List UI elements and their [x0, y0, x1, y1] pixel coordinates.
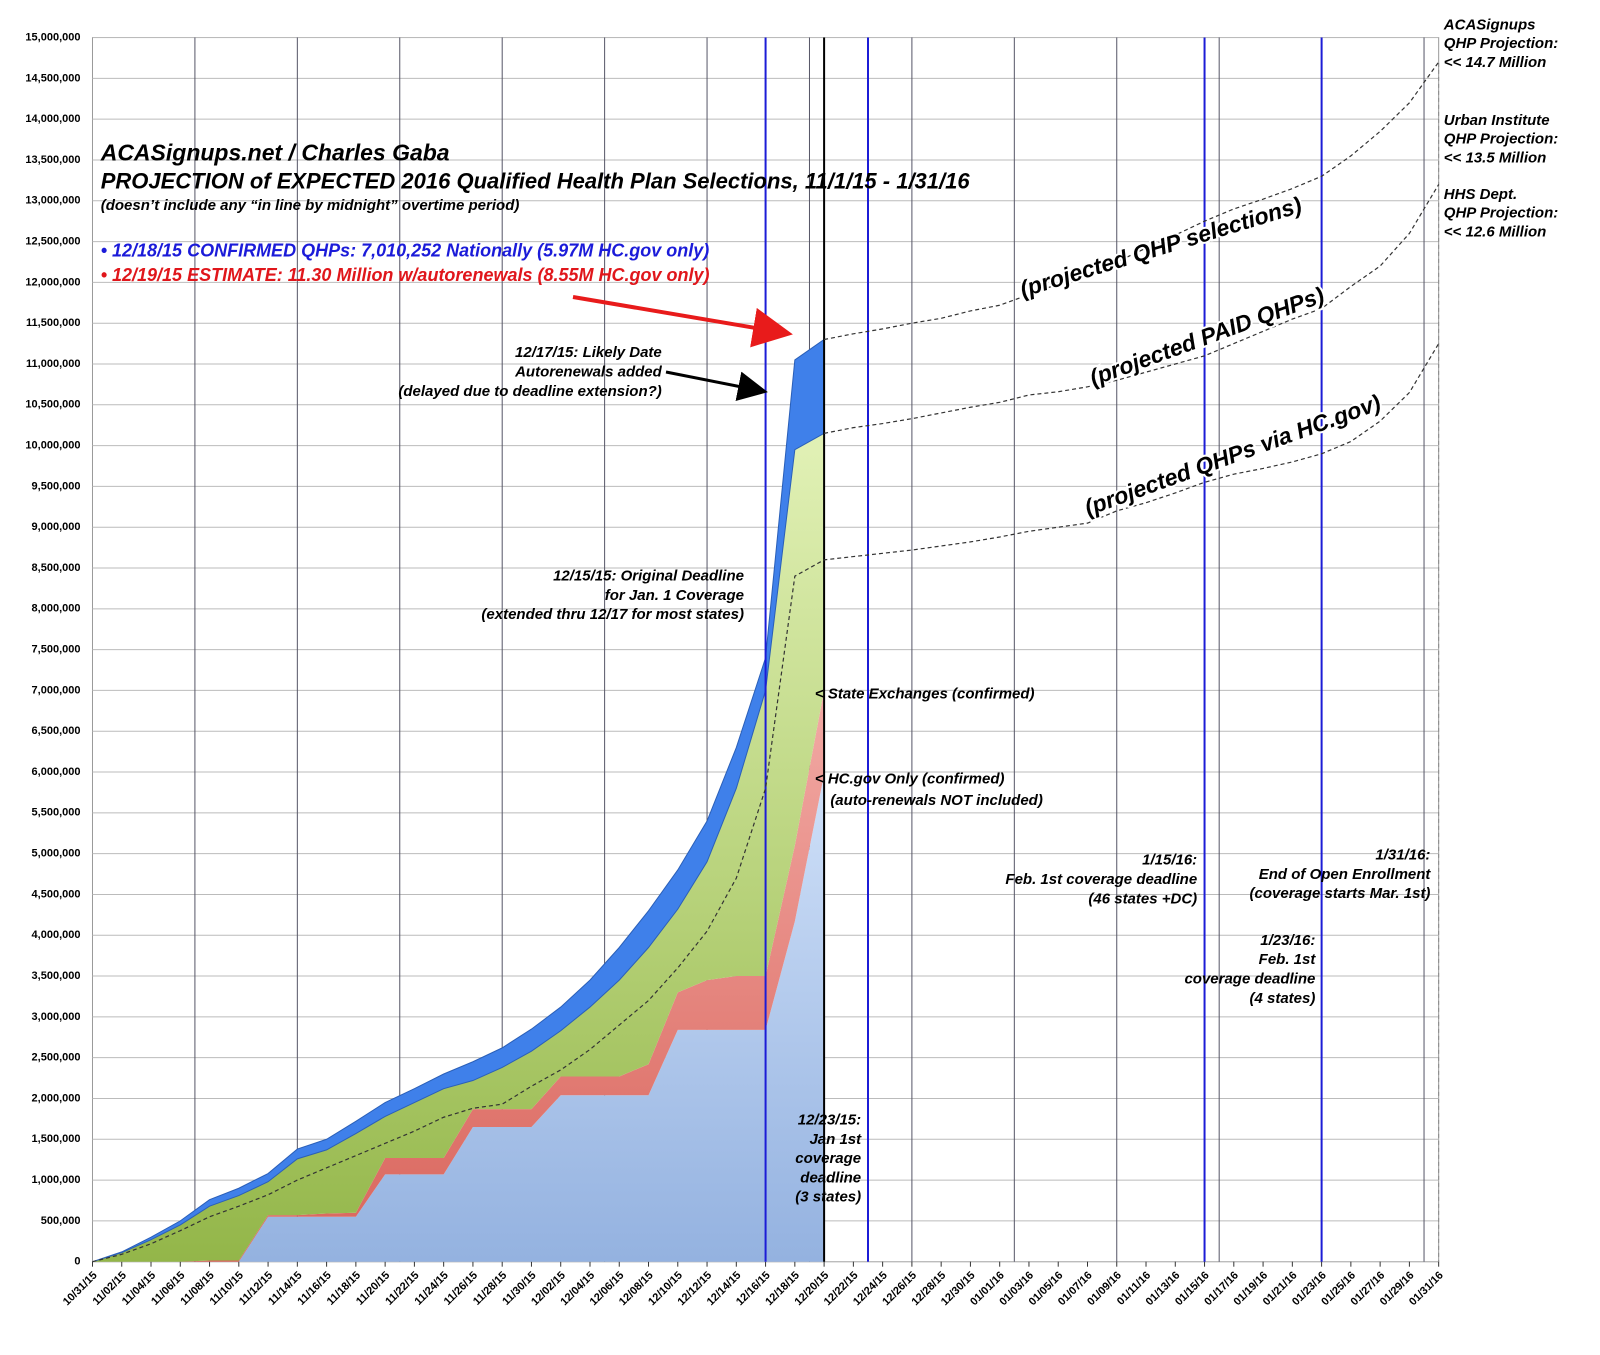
y-tick-label: 10,500,000 [25, 399, 80, 411]
annotation: QHP Projection: [1444, 35, 1558, 52]
y-tick-label: 14,500,000 [25, 72, 80, 84]
y-tick-label: 5,500,000 [32, 807, 81, 819]
y-tick-label: 0 [74, 1256, 80, 1268]
series-label: < HC.gov Only (confirmed) [815, 771, 1005, 788]
y-tick-label: 1,000,000 [32, 1174, 81, 1186]
annotation: (3 states) [795, 1189, 861, 1206]
y-tick-label: 15,000,000 [25, 31, 80, 43]
y-tick-label: 12,000,000 [25, 276, 80, 288]
y-tick-label: 14,000,000 [25, 113, 80, 125]
projection-line [92, 343, 1440, 1263]
highlight: • 12/19/15 ESTIMATE: 11.30 Million w/aut… [101, 265, 710, 285]
y-tick-label: 7,000,000 [32, 684, 81, 696]
y-tick-label: 6,000,000 [32, 766, 81, 778]
annotation: QHP Projection: [1444, 131, 1558, 148]
area-series [92, 774, 825, 1262]
y-tick-label: 4,500,000 [32, 888, 81, 900]
y-tick-label: 500,000 [41, 1215, 81, 1227]
y-tick-label: 3,500,000 [32, 970, 81, 982]
arrow [665, 370, 768, 402]
y-tick-label: 12,500,000 [25, 235, 80, 247]
annotation: (coverage starts Mar. 1st) [1250, 885, 1431, 902]
projection-label: (projected QHP selections) [1017, 192, 1305, 303]
y-tick-label: 2,500,000 [32, 1052, 81, 1064]
y-tick-label: 13,500,000 [25, 154, 80, 166]
projection-label: (projected PAID QHPs) [1086, 282, 1327, 391]
title: ACASignups.net / Charles Gaba [100, 139, 450, 165]
y-tick-label: 1,500,000 [32, 1133, 81, 1145]
annotation: ACASignups [1443, 16, 1536, 33]
arrow [572, 295, 793, 348]
annotation: HHS Dept. [1444, 186, 1517, 203]
y-tick-label: 11,000,000 [26, 358, 80, 370]
annotation: (delayed due to deadline extension?) [398, 383, 661, 400]
annotation: 1/31/16: [1375, 847, 1430, 864]
overlay: (projected QHP selections)(projected PAI… [92, 16, 1558, 1263]
y-tick-label: 8,000,000 [32, 603, 81, 615]
area-series [92, 690, 825, 1262]
annotation: Urban Institute [1444, 112, 1550, 129]
y-tick-label: 13,000,000 [25, 195, 80, 207]
projection-line [823, 184, 1440, 434]
annotation: << 13.5 Million [1444, 149, 1547, 166]
annotation: deadline [800, 1169, 861, 1186]
annotation: 12/23/15: [798, 1112, 861, 1129]
annotation: 12/15/15: Original Deadline [553, 568, 744, 585]
areas [92, 338, 825, 1263]
series-label: < State Exchanges (confirmed) [815, 685, 1035, 702]
annotation: Jan 1st [809, 1131, 862, 1148]
y-tick-label: 2,000,000 [32, 1092, 81, 1104]
annotation: coverage deadline [1184, 970, 1315, 987]
y-tick-label: 11,500,000 [26, 317, 80, 329]
annotation: Feb. 1st [1259, 951, 1317, 968]
annotation: coverage [795, 1150, 861, 1167]
area-series [92, 433, 825, 1262]
annotation: 1/23/16: [1260, 932, 1315, 949]
y-tick-label: 7,500,000 [32, 644, 81, 656]
annotation: 12/17/15: Likely Date [515, 344, 662, 361]
y-tick-label: 9,000,000 [32, 521, 81, 533]
y-tick-label: 3,000,000 [32, 1011, 81, 1023]
annotation: Feb. 1st coverage deadline [1005, 871, 1197, 888]
annotation: QHP Projection: [1444, 205, 1558, 222]
y-tick-label: 4,000,000 [32, 929, 81, 941]
annotation: (extended thru 12/17 for most states) [481, 606, 744, 623]
annotation: (auto-renewals NOT included) [830, 792, 1043, 809]
annotation: (46 states +DC) [1088, 890, 1197, 907]
highlight: • 12/18/15 CONFIRMED QHPs: 7,010,252 Nat… [101, 240, 710, 260]
annotation: << 14.7 Million [1444, 54, 1547, 71]
y-tick-label: 5,000,000 [32, 848, 81, 860]
annotation: << 12.6 Million [1444, 223, 1547, 240]
y-tick-label: 6,500,000 [32, 725, 81, 737]
title: PROJECTION of EXPECTED 2016 Qualified He… [101, 169, 971, 194]
y-tick-label: 10,000,000 [25, 440, 80, 452]
annotation: Autorenewals added [514, 363, 663, 380]
annotation: 1/15/16: [1142, 852, 1197, 869]
subtitle: (doesn’t include any “in line by midnigh… [101, 197, 520, 214]
y-tick-label: 8,500,000 [32, 562, 81, 574]
projection-label: (projected QHPs via HC.gov) [1081, 389, 1384, 521]
y-tick-label: 9,500,000 [32, 480, 81, 492]
annotation: for Jan. 1 Coverage [605, 587, 744, 604]
annotation: (4 states) [1249, 990, 1315, 1007]
annotation: End of Open Enrollment [1259, 866, 1432, 883]
